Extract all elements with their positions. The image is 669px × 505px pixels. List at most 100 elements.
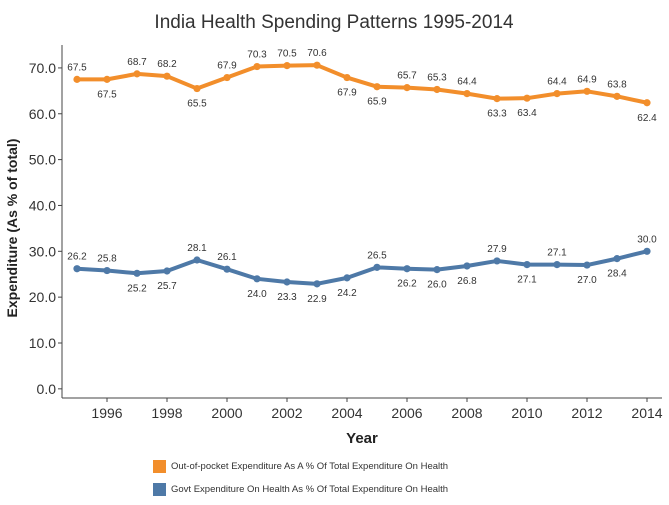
data-label: 64.4 <box>457 77 477 88</box>
data-point <box>433 266 441 274</box>
data-point <box>523 94 531 102</box>
data-point <box>373 263 381 271</box>
series-line-1 <box>75 249 649 286</box>
legend-swatch-govt <box>153 483 166 496</box>
data-label: 27.0 <box>577 275 597 286</box>
series-line-0 <box>75 63 649 105</box>
data-label: 68.2 <box>157 59 177 70</box>
data-point <box>163 267 171 275</box>
y-axis-label: Expenditure (As % of total) <box>4 139 20 318</box>
data-point <box>583 261 591 269</box>
data-point <box>343 73 351 82</box>
x-tick-label: 2002 <box>271 405 302 421</box>
data-point <box>73 75 81 83</box>
data-point <box>343 274 351 282</box>
data-point <box>103 75 111 83</box>
data-label: 26.1 <box>217 252 237 263</box>
legend-label-out-of-pocket: Out-of-pocket Expenditure As A % Of Tota… <box>171 461 449 472</box>
data-label: 65.7 <box>397 71 417 82</box>
data-label: 63.4 <box>517 108 537 119</box>
data-point <box>523 260 531 269</box>
data-point <box>373 83 381 91</box>
data-point <box>463 89 471 98</box>
y-tick-label: 30.0 <box>29 243 56 259</box>
y-tick-label: 60.0 <box>29 106 56 122</box>
data-point <box>283 278 291 286</box>
legend-item-govt[interactable]: Govt Expenditure On Health As % Of Total… <box>153 483 448 496</box>
x-tick-label: 2006 <box>391 405 422 421</box>
data-label: 70.6 <box>307 48 327 59</box>
x-axis-label: Year <box>346 430 378 447</box>
data-point <box>193 84 201 93</box>
data-label: 63.3 <box>487 109 507 120</box>
data-point <box>223 73 231 82</box>
data-label: 30.0 <box>637 234 657 245</box>
data-label: 22.9 <box>307 294 327 305</box>
y-tick-label: 40.0 <box>29 197 56 213</box>
x-tick-label: 2014 <box>631 405 662 421</box>
data-label: 25.2 <box>127 283 147 294</box>
data-label: 67.5 <box>67 62 87 73</box>
data-point <box>613 255 621 263</box>
data-label: 26.0 <box>427 280 447 291</box>
data-point <box>463 262 471 270</box>
data-point <box>73 265 81 273</box>
data-label: 25.8 <box>97 254 117 265</box>
data-label: 27.1 <box>547 248 567 259</box>
y-tick-label: 20.0 <box>29 289 56 305</box>
x-tick-label: 2012 <box>571 405 602 421</box>
axes: 0.0 10.0 20.0 30.0 40.0 50.0 60.0 70.0 1996 1998 2… <box>29 45 663 421</box>
data-label: 64.4 <box>547 77 567 88</box>
data-label: 70.5 <box>277 49 297 60</box>
data-point <box>253 62 261 71</box>
data-point <box>193 256 201 264</box>
data-label: 26.2 <box>397 279 417 290</box>
data-label: 26.2 <box>67 252 87 263</box>
data-point <box>613 92 621 100</box>
data-point <box>643 247 651 255</box>
x-tick-label: 1996 <box>91 405 122 421</box>
data-label: 26.8 <box>457 276 477 287</box>
data-label: 24.0 <box>247 289 267 300</box>
data-label: 25.7 <box>157 281 177 292</box>
data-label: 26.5 <box>367 250 387 261</box>
data-point <box>253 275 261 283</box>
data-point <box>553 89 561 98</box>
y-tick-label: 50.0 <box>29 152 56 168</box>
y-tick-label: 10.0 <box>29 335 56 351</box>
legend-item-out-of-pocket[interactable]: Out-of-pocket Expenditure As A % Of Tota… <box>153 460 448 473</box>
data-label: 70.3 <box>247 50 267 61</box>
data-label: 64.9 <box>577 74 597 85</box>
x-tick-label: 2010 <box>511 405 542 421</box>
data-point <box>493 95 501 103</box>
data-point <box>553 260 561 269</box>
data-point <box>403 84 411 92</box>
data-point <box>223 265 231 273</box>
x-tick-label: 1998 <box>151 405 182 421</box>
series-layer: 67.5 67.5 68.7 68.2 65.5 67.9 70.3 70.5 70.6 67.9… <box>67 48 657 305</box>
chart-title: India Health Spending Patterns 1995-2014 <box>154 12 514 33</box>
data-label: 67.9 <box>217 61 237 72</box>
data-point <box>493 257 501 265</box>
data-point <box>133 70 141 78</box>
data-point <box>433 85 441 94</box>
data-label: 67.5 <box>97 89 117 100</box>
data-point <box>583 87 591 95</box>
x-tick-label: 2000 <box>211 405 242 421</box>
data-label: 65.5 <box>187 99 207 110</box>
data-point <box>403 265 411 273</box>
legend-label-govt: Govt Expenditure On Health As % Of Total… <box>171 484 449 495</box>
data-label: 62.4 <box>637 113 657 124</box>
data-label: 65.9 <box>367 97 387 108</box>
y-tick-label: 70.0 <box>29 60 56 76</box>
data-point <box>643 99 651 107</box>
y-tick-label: 0.0 <box>37 381 57 397</box>
legend-swatch-out-of-pocket <box>153 460 166 473</box>
data-label: 24.2 <box>337 288 357 299</box>
x-tick-label: 2008 <box>451 405 482 421</box>
data-label: 28.1 <box>187 243 207 254</box>
data-label: 65.3 <box>427 72 447 83</box>
data-point <box>283 62 291 70</box>
data-point <box>133 269 141 277</box>
